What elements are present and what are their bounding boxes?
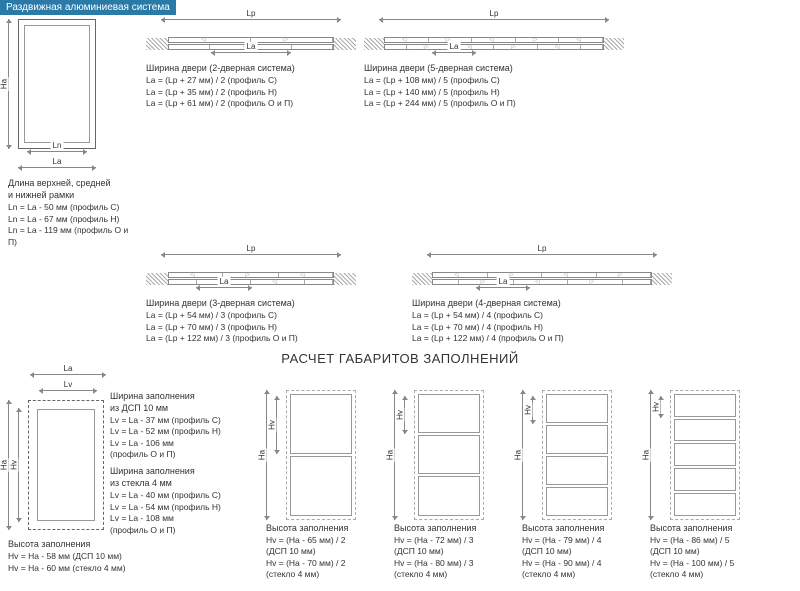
system-3door: Lp La Ширина двери (3-дверная система) L… [146, 254, 356, 345]
fill-block-5: Ha Hv Высота заполнения Hv = (Ha - 86 мм… [650, 372, 770, 581]
frame-formulas: Длина верхней, средней и нижней рамки Ln… [8, 177, 138, 248]
fill-block-4: Ha Hv Высота заполнения Hv = (Ha - 79 мм… [522, 372, 642, 581]
dim-hv: Hv [523, 403, 532, 417]
dim-lp: Lp [245, 9, 258, 18]
dim-hv: Hv [651, 400, 660, 414]
dim-la: La [62, 364, 75, 373]
dim-la: La [497, 277, 510, 286]
section-fill-title: РАСЧЕТ ГАБАРИТОВ ЗАПОЛНЕНИЙ [8, 351, 792, 366]
dim-la: La [448, 42, 461, 51]
system-2door: Lp La Ширина двери (2-дверная система) L… [146, 19, 356, 248]
dim-ha: Ha [258, 448, 267, 462]
fill-block-main: La Lv Ha Hv Ширина заполнения из ДСП 10 … [8, 372, 258, 581]
dim-lp: Lp [488, 9, 501, 18]
dim-ha: Ha [386, 448, 395, 462]
fill-block-3: Ha Hv Высота заполнения Hv = (Ha - 72 мм… [394, 372, 514, 581]
dim-lp: Lp [536, 244, 549, 253]
dim-hv: Hv [395, 408, 404, 422]
system-4door: Lp La Ширина двери (4-дверная система) L… [412, 254, 672, 345]
dim-ha: Ha [0, 77, 9, 91]
dim-la: La [245, 42, 258, 51]
dim-hv: Hv [267, 418, 276, 432]
dim-ha: Ha [642, 448, 651, 462]
dim-la: La [218, 277, 231, 286]
dim-ln: Ln [51, 141, 64, 150]
dim-hv: Hv [9, 458, 18, 472]
dim-ha: Ha [0, 458, 9, 472]
system-5door: Lp La Ширина двери (5-дверная система) L… [364, 19, 624, 248]
frame-block: Ha Ln La Длина верхней, средней и нижней… [8, 19, 138, 248]
dim-ha: Ha [514, 448, 523, 462]
dim-la: La [51, 157, 64, 166]
fill-block-2: Ha Hv Высота заполнения Hv = (Ha - 65 мм… [266, 372, 386, 581]
page-header: Раздвижная алюминиевая система [0, 0, 176, 15]
dim-lp: Lp [245, 244, 258, 253]
dim-lv: Lv [62, 380, 74, 389]
